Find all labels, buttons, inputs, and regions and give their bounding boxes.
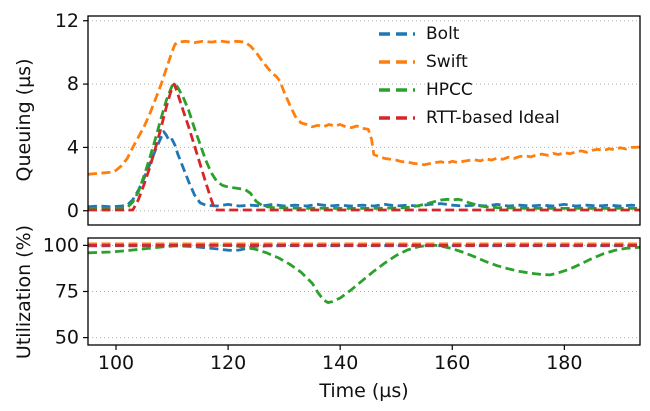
legend-line-swift [379,59,415,64]
legend-line-hpcc [379,87,415,92]
legend-item-bolt: Bolt [378,21,560,46]
series-hpcc-line [87,244,641,304]
legend-item-swift: Swift [378,49,560,74]
legend-label-hpcc: HPCC [426,79,473,100]
queuing-axis-label: Queuing (µs) [13,58,35,182]
legend-item-hpcc: HPCC [378,77,560,102]
x-tick-label: 140 [322,352,358,374]
x-tick-label: 180 [546,352,582,374]
series-hpcc-line [88,82,640,210]
legend-item-rtt-ideal: RTT-based Ideal [378,105,560,130]
y-tick-label: 50 [55,327,79,349]
legend-label-bolt: Bolt [426,23,460,44]
y-tick-label: 4 [67,136,79,158]
y-tick-label: 8 [67,73,79,95]
x-tick-label: 100 [98,352,134,374]
legend-line-bolt [379,31,415,36]
y-tick-label: 75 [55,281,79,303]
series-swift-line [87,39,641,176]
legend: Bolt Swift HPCC RTT-based Ideal [378,21,560,130]
utilization-axis-label: Utilization (%) [13,224,35,360]
series-bolt-line [87,130,641,209]
series-rtt-ideal-line [88,82,640,212]
x-tick-label: 160 [434,352,470,374]
time-axis-label: Time (µs) [319,380,409,402]
y-tick-label: 100 [43,234,79,256]
y-tick-label: 0 [67,200,79,222]
plot-border [87,15,641,226]
legend-label-rtt-ideal: RTT-based Ideal [426,107,560,128]
legend-label-swift: Swift [426,51,468,72]
plot-border [87,237,641,346]
x-tick-label: 120 [210,352,246,374]
legend-line-rtt-ideal [379,115,415,120]
y-tick-label: 12 [55,10,79,32]
